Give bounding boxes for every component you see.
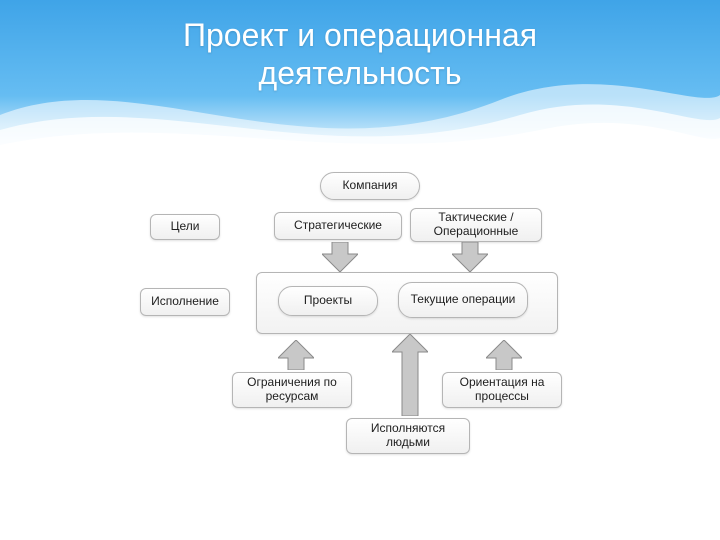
- node-projects: Проекты: [278, 286, 378, 316]
- title-line-2: деятельность: [259, 55, 462, 91]
- slide: Проект и операционная деятельность Компа…: [0, 0, 720, 540]
- header-background: Проект и операционная деятельность: [0, 0, 720, 160]
- arrow-constraints-up: [278, 340, 314, 370]
- node-execution-label: Исполнение: [140, 288, 230, 316]
- arrow-tactical-down: [452, 242, 488, 272]
- diagram: Компания Цели Стратегические Тактические…: [0, 160, 720, 540]
- node-company: Компания: [320, 172, 420, 200]
- node-goals-label: Цели: [150, 214, 220, 240]
- node-current-ops: Текущие операции: [398, 282, 528, 318]
- node-strategic: Стратегические: [274, 212, 402, 240]
- node-people: Исполняются людьми: [346, 418, 470, 454]
- node-process-orientation: Ориентация на процессы: [442, 372, 562, 408]
- slide-title: Проект и операционная деятельность: [0, 16, 720, 93]
- arrow-process-up: [486, 340, 522, 370]
- node-constraints: Ограничения по ресурсам: [232, 372, 352, 408]
- node-tactical: Тактические / Операционные: [410, 208, 542, 242]
- arrow-people-up: [392, 334, 428, 416]
- title-line-1: Проект и операционная: [183, 17, 537, 53]
- arrow-strategic-down: [322, 242, 358, 272]
